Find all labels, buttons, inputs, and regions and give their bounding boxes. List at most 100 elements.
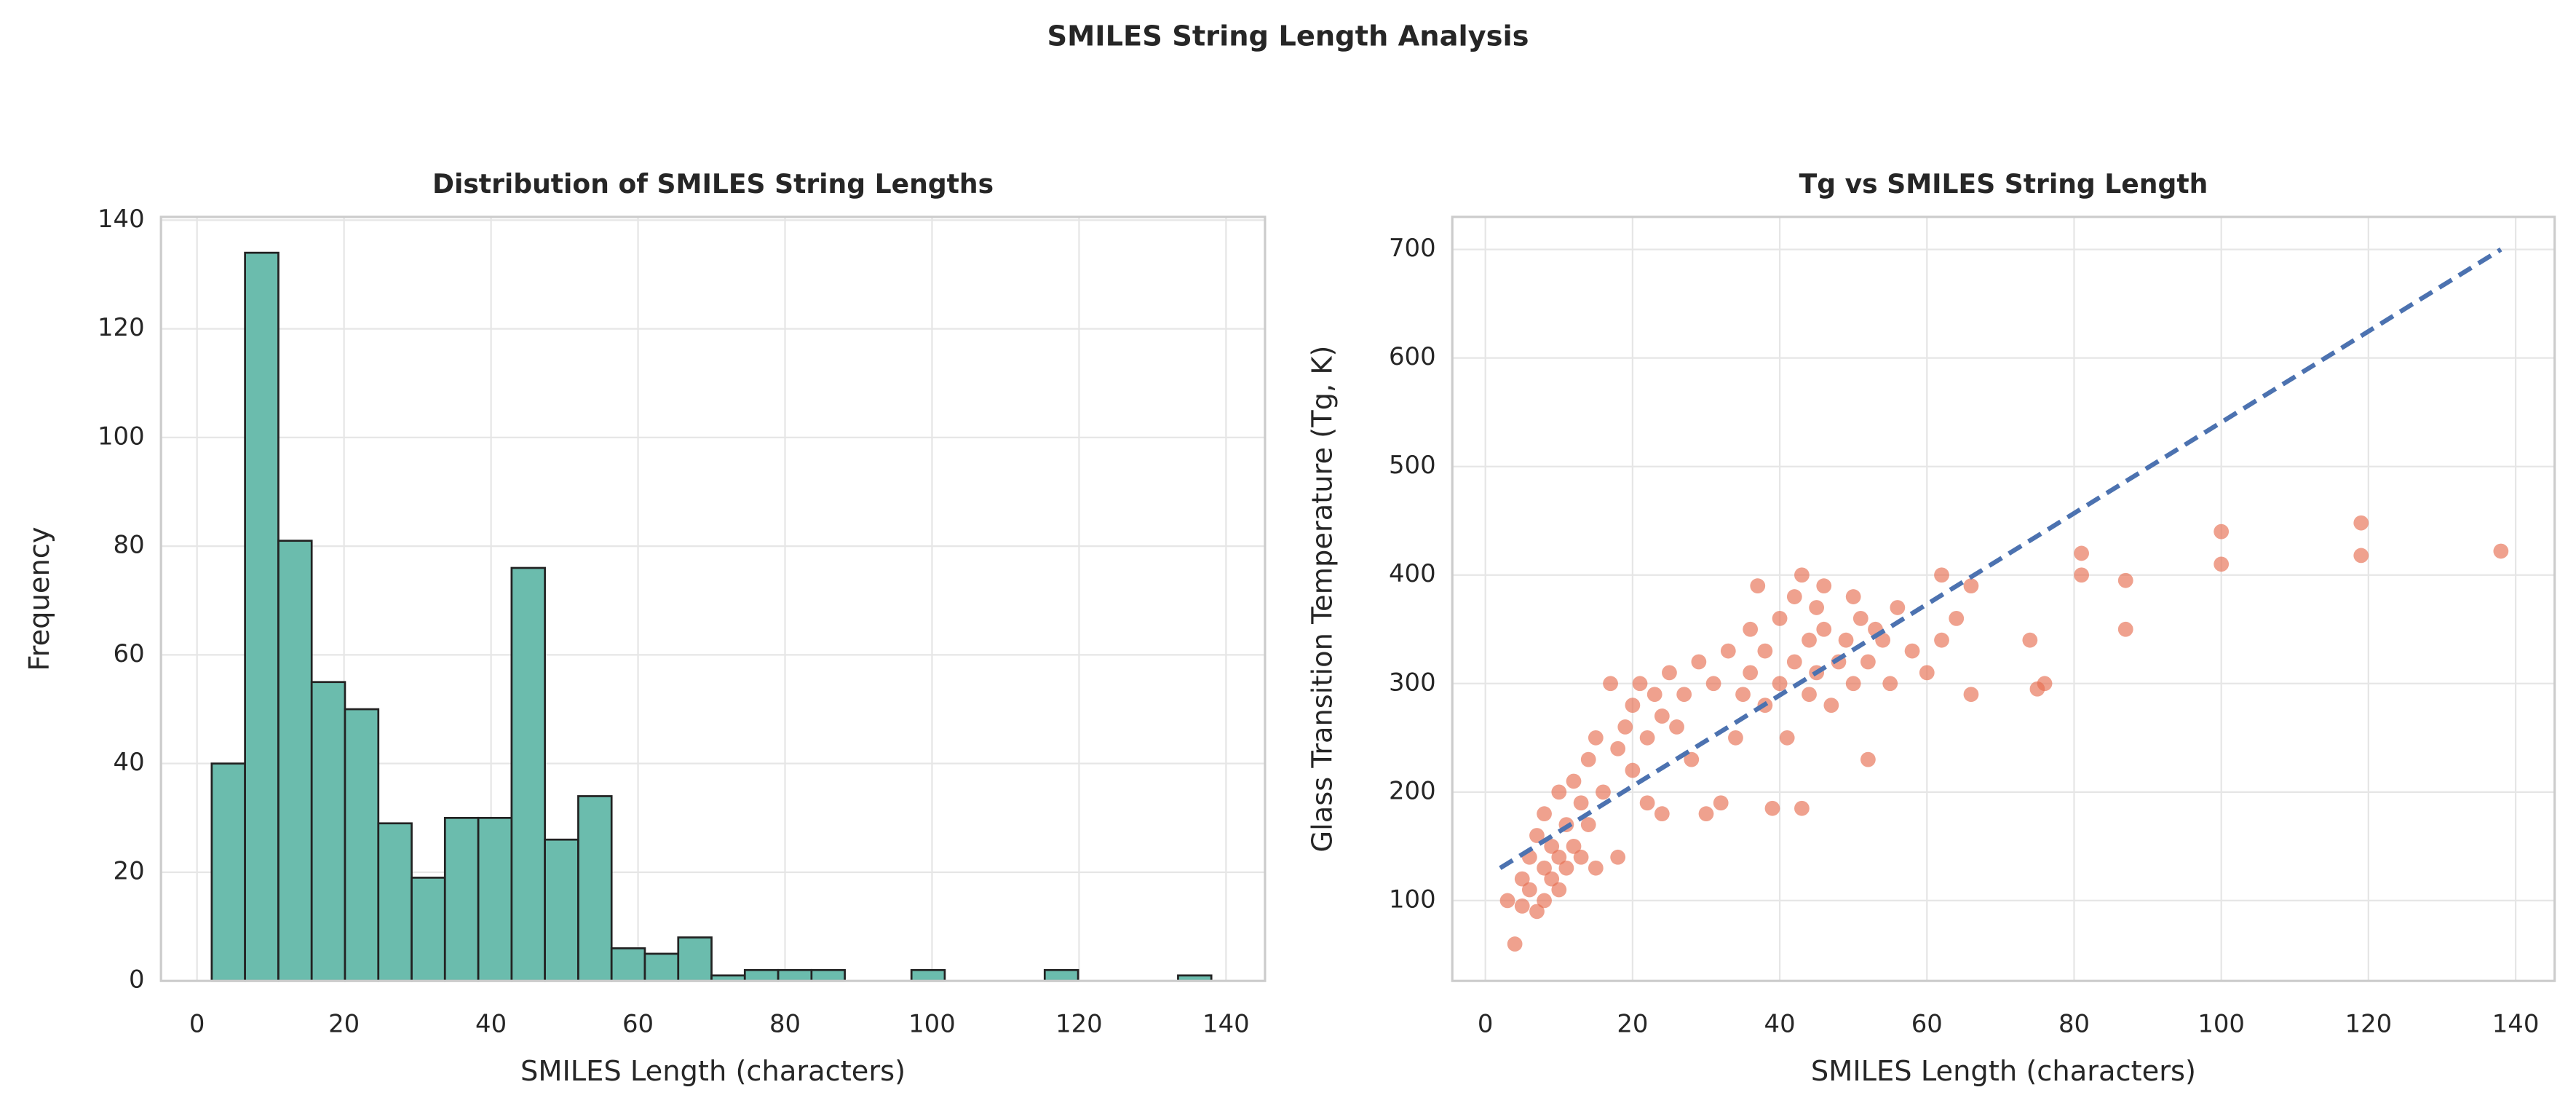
scatter-point xyxy=(1514,871,1530,887)
y-tick-label: 600 xyxy=(1389,342,1436,371)
scatter-point xyxy=(1639,730,1655,746)
histogram-bar xyxy=(910,968,946,982)
y-tick-label: 0 xyxy=(129,965,145,994)
scatter-point xyxy=(1698,806,1714,822)
y-tick-label: 20 xyxy=(114,856,145,885)
x-tick-label: 0 xyxy=(1478,1010,1494,1038)
y-tick-label: 120 xyxy=(98,313,145,341)
scatter-point xyxy=(1890,600,1906,615)
histogram-bar xyxy=(443,816,480,982)
y-tick-label: 700 xyxy=(1389,234,1436,262)
scatter-point xyxy=(1529,828,1545,843)
scatter-point xyxy=(1786,654,1802,670)
scatter-point xyxy=(1654,708,1670,724)
histogram-bar xyxy=(810,968,846,982)
scatter-point xyxy=(1816,578,1832,594)
scatter-point xyxy=(1794,800,1810,816)
histogram-bar xyxy=(477,816,513,982)
y-axis-label: Glass Transition Temperature (Tg, K) xyxy=(1307,345,1339,852)
scatter-point xyxy=(1934,632,1949,648)
scatter-point xyxy=(2214,524,2230,540)
trend-line xyxy=(1499,247,2502,870)
scatter-point xyxy=(1823,698,1839,713)
scatter-point xyxy=(1596,784,1611,800)
scatter-point xyxy=(1772,676,1788,692)
histogram-bar xyxy=(344,708,380,982)
x-tick-label: 60 xyxy=(1911,1010,1943,1038)
histogram-bar xyxy=(411,877,446,982)
x-tick-label: 20 xyxy=(328,1010,360,1038)
scatter-point xyxy=(1676,687,1692,703)
axes-frame xyxy=(159,216,1267,982)
scatter-point xyxy=(2353,515,2369,531)
scatter-point xyxy=(1537,860,1552,876)
scatter-point xyxy=(1537,806,1552,822)
scatter-point xyxy=(1625,698,1641,713)
x-tick-label: 20 xyxy=(1617,1010,1648,1038)
subplot-title: Tg vs SMILES String Length xyxy=(1799,168,2208,200)
y-tick-label: 60 xyxy=(114,639,145,668)
scatter-point xyxy=(1816,621,1832,637)
scatter-point xyxy=(1603,676,1618,692)
scatter-point xyxy=(1802,687,1817,703)
scatter-point xyxy=(1750,578,1766,594)
y-tick-label: 100 xyxy=(98,422,145,450)
scatter-point xyxy=(1544,871,1560,887)
scatter-point xyxy=(1544,839,1560,854)
scatter-point xyxy=(2353,548,2369,564)
y-tick-label: 40 xyxy=(114,748,145,776)
x-tick-label: 140 xyxy=(1202,1010,1250,1038)
scatter-point xyxy=(1654,806,1670,822)
scatter-point xyxy=(1786,589,1802,604)
y-tick-label: 140 xyxy=(98,205,145,233)
histogram-bar xyxy=(510,566,546,982)
scatter-point xyxy=(1521,882,1537,898)
scatter-point xyxy=(1610,740,1626,757)
scatter-point xyxy=(1646,687,1662,703)
scatter-point xyxy=(1617,719,1633,735)
scatter-point xyxy=(1610,849,1626,865)
scatter-point xyxy=(1551,849,1567,865)
y-tick-label: 200 xyxy=(1389,776,1436,805)
x-tick-label: 40 xyxy=(475,1010,507,1038)
scatter-point xyxy=(1580,817,1596,832)
y-axis-label: Frequency xyxy=(23,526,56,671)
scatter-point xyxy=(1529,904,1545,920)
y-tick-label: 100 xyxy=(1389,885,1436,913)
scatter-point xyxy=(1882,676,1898,692)
scatter-point xyxy=(1499,893,1515,909)
x-tick-label: 120 xyxy=(2345,1010,2393,1038)
y-tick-label: 400 xyxy=(1389,559,1436,588)
scatter-point xyxy=(1772,610,1788,626)
scatter-point xyxy=(2074,567,2089,583)
scatter-point xyxy=(1963,687,1979,703)
scatter-point xyxy=(1588,730,1604,746)
scatter-point xyxy=(1764,800,1780,816)
scatter-point xyxy=(2117,572,2133,588)
subplot: 0 20 40 60 80 100 120 140 0 20 40 60 80 100 120 140 Dist… xyxy=(23,168,1267,1088)
histogram-bar xyxy=(677,936,713,982)
scatter-point xyxy=(2117,621,2133,637)
x-tick-label: 80 xyxy=(2058,1010,2090,1038)
scatter-point xyxy=(1779,730,1795,746)
scatter-point xyxy=(2022,632,2038,648)
scatter-point xyxy=(1691,654,1707,670)
x-tick-label: 40 xyxy=(1764,1010,1796,1038)
scatter-point xyxy=(1809,600,1825,615)
scatter-point xyxy=(1743,621,1759,637)
scatter-point xyxy=(1713,795,1729,811)
x-tick-label: 120 xyxy=(1055,1010,1103,1038)
figure-title: SMILES String Length Analysis xyxy=(1047,20,1529,52)
histogram-bar xyxy=(743,968,780,982)
histogram-bar xyxy=(777,968,813,982)
scatter-point xyxy=(1632,676,1648,692)
y-tick-label: 80 xyxy=(114,531,145,559)
scatter-point xyxy=(1720,643,1736,659)
x-axis-label: SMILES Length (characters) xyxy=(1811,1055,2196,1088)
scatter-point xyxy=(1669,719,1684,735)
scatter-point xyxy=(1934,567,1949,583)
scatter-point xyxy=(1514,898,1530,914)
scatter-point xyxy=(1551,784,1567,800)
